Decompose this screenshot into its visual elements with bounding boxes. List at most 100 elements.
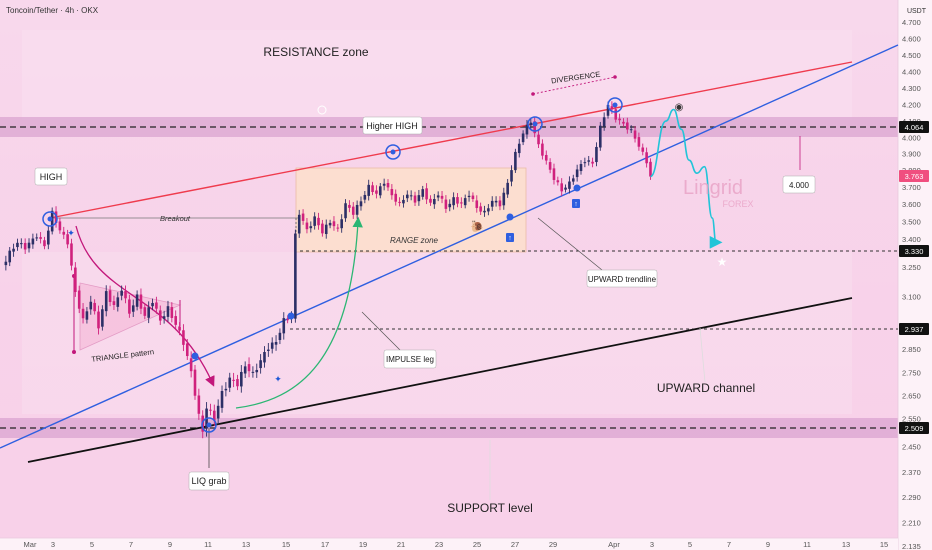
candle-body [363,194,367,200]
time-tick-label: 7 [129,540,133,549]
candle-body [189,358,193,372]
candle-body [77,290,81,309]
candle-body [390,189,394,196]
candle-body [406,194,409,199]
candle-body [263,352,266,363]
candle-body [351,206,355,215]
candle-body [162,316,166,319]
candle-body [637,137,641,147]
price-tick-label: 3.100 [902,293,921,302]
candle-body [58,221,62,231]
candle-body [317,217,320,226]
price-tick-label: 4.500 [902,51,921,60]
level-badge [899,121,929,133]
upward-channel-label: UPWARD channel [657,381,755,395]
price-tick-label: 4.300 [902,84,921,93]
candle-body [131,305,135,312]
candle-body [614,109,618,120]
candle-body [479,206,482,212]
upper-channel-area [22,252,852,414]
range-zone-label: RANGE zone [390,236,439,245]
candle-body [498,200,502,207]
svg-text:Higher HIGH: Higher HIGH [366,121,418,131]
candle-body [178,326,181,331]
time-tick-label: 25 [473,540,481,549]
candle-body [587,160,591,162]
price-tick-label: 3.700 [902,183,921,192]
candle-body [417,195,421,202]
candle-body [255,369,259,373]
impulse-callout-line [361,311,401,351]
price-tick-label: 4.200 [902,101,921,110]
time-tick-label: 29 [549,540,557,549]
price-axis-panel [898,0,932,550]
candle-body [591,161,594,164]
price-tick-label: 2.290 [902,493,921,502]
candle-body [74,267,77,293]
candle-body [448,203,452,208]
candle-body [297,214,301,234]
candle-body [367,184,370,196]
trendline-touch-dot [506,213,514,221]
candle-body [568,181,571,189]
time-tick-label: 15 [282,540,290,549]
candle-body [510,170,513,182]
rocket-icon-2: ✦ [274,374,282,384]
symbol-title: Toncoin/Tether · 4h · OKX [6,6,99,15]
candle-body [321,223,324,234]
trendline-touch-dot-2 [573,184,581,192]
candle-body [274,342,278,345]
price-tick-label: 3.400 [902,235,921,244]
candle-body [193,369,197,396]
time-axis-ticks: Mar 3 5 7 9 11 13 15 17 19 21 23 25 27 29 Apr 3 5 7 9 11 13 15 [24,540,889,549]
svg-text:IMPULSE leg: IMPULSE leg [386,355,434,364]
candle-body [579,164,583,172]
time-tick-label: 3 [650,540,654,549]
candle-body [606,104,610,116]
higher-high-callout: Higher HIGH [362,116,423,135]
candle-body [483,210,486,213]
candle-body [475,200,479,209]
candle-body [649,161,652,177]
candle-body [506,182,509,195]
breakout-dot [287,312,295,320]
candle-body [170,307,174,318]
candle-body [371,185,374,192]
candle-body [112,301,116,305]
chart-plot-area [0,0,898,538]
candle-body [62,231,66,235]
candle-body [174,316,177,325]
level-badge [899,245,929,257]
candle-body [344,203,347,219]
candle-body [20,243,23,245]
level-badge [899,422,929,434]
candle-body [50,210,54,232]
candle-body [541,143,544,156]
candle-body [286,319,289,321]
candle-body [467,195,471,198]
candle-body [93,302,96,312]
candle-body [166,306,170,317]
candle-body [433,199,436,205]
price-tick-label: 3.250 [902,263,921,272]
candle-body [421,189,425,197]
triangle-bottom-dot [72,350,76,354]
price-tick-label: 2.850 [902,345,921,354]
price-tick-label: 4.400 [902,68,921,77]
upward-trendline [0,44,899,449]
candle-body [429,198,432,203]
candle-body [355,204,359,215]
svg-text:HIGH: HIGH [40,172,63,182]
candle-body [124,291,127,299]
candlestick-series [4,101,652,439]
candle-body [4,261,8,266]
candle-body [544,154,548,161]
candle-body [139,294,143,309]
candle-body [490,200,494,207]
current-price-badge [899,170,929,182]
high-marker-dot [47,216,53,222]
candle-body [259,360,262,369]
triangle-break-dot [191,352,199,360]
range-high-marker [385,144,401,160]
